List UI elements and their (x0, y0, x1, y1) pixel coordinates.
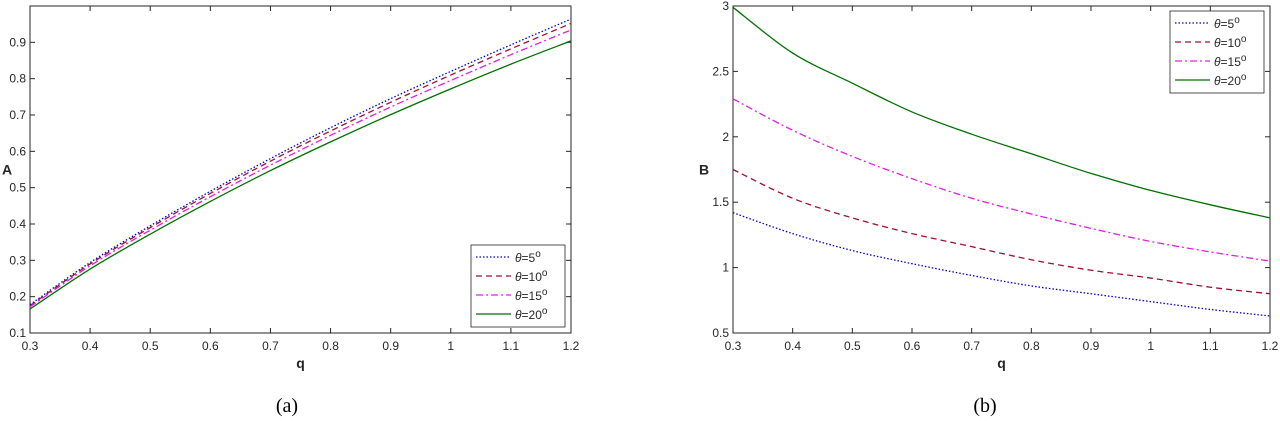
legend: θ=5o θ=10o θ=15o θ=20o (1169, 10, 1265, 94)
x-axis-label: q (296, 355, 305, 371)
y-tick-label: 0.5 (712, 326, 729, 340)
y-tick-label: 1.5 (712, 195, 729, 209)
y-tick-label: 0.9 (9, 35, 26, 49)
y-tick-label: 0.3 (9, 253, 26, 267)
legend-label: θ=5o (515, 249, 541, 265)
legend: θ=5o θ=10o θ=15o θ=20o (470, 244, 566, 328)
chart-panel-b: 0.3 0.4 0.5 0.6 0.7 0.8 0.9 1 1.1 1.2 0.5 1 1.5 2 2.5 3… (699, 0, 1279, 417)
x-tick-label: 1.1 (503, 339, 520, 353)
x-tick-label: 0.3 (22, 339, 39, 353)
series-line-1 (732, 212, 1271, 317)
y-tick-label: 0.2 (9, 290, 26, 304)
y-tick-label: 0.6 (9, 144, 26, 158)
series-line-2 (29, 22, 572, 307)
x-tick-label: 1.2 (1262, 339, 1279, 353)
legend-label: θ=10o (1214, 34, 1247, 50)
x-tick-label: 0.6 (904, 339, 921, 353)
y-tick-label: 0.1 (9, 326, 26, 340)
series-line-4 (29, 40, 572, 310)
series-line-1 (29, 18, 572, 306)
x-tick-label: 0.4 (82, 339, 99, 353)
x-tick-label: 0.6 (202, 339, 219, 353)
series-line-4 (732, 6, 1271, 219)
series-line-3 (29, 29, 572, 308)
y-tick-label: 0.5 (9, 181, 26, 195)
legend-label: θ=15o (515, 287, 548, 303)
x-tick-label: 0.7 (963, 339, 980, 353)
x-tick-label: 0.3 (725, 339, 742, 353)
x-tick-label: 0.9 (1083, 339, 1100, 353)
legend-label: θ=10o (515, 268, 548, 284)
legend-label: θ=20o (515, 306, 548, 322)
panel-caption: (a) (276, 395, 298, 417)
y-tick-label: 0.7 (9, 108, 26, 122)
x-tick-label: 0.5 (844, 339, 861, 353)
legend-label: θ=15o (1214, 53, 1247, 69)
chart-panel-a: 0.3 0.4 0.5 0.6 0.7 0.8 0.9 1 1.1 1.2 0.1 0.2 0.3 0.4… (2, 5, 580, 417)
legend-box (470, 244, 566, 328)
y-tick-label: 3 (722, 0, 729, 13)
x-tick-label: 1 (1147, 339, 1154, 353)
y-tick-label: 2.5 (712, 64, 729, 78)
y-tick-label: 0.4 (9, 217, 26, 231)
legend-label: θ=5o (1214, 15, 1240, 31)
x-tick-label: 0.4 (784, 339, 801, 353)
x-tick-label: 0.8 (322, 339, 339, 353)
legend-box (1169, 10, 1265, 94)
x-tick-label: 0.9 (382, 339, 399, 353)
x-tick-label: 0.7 (262, 339, 279, 353)
y-tick-label: 1 (722, 261, 729, 275)
series-line-3 (732, 98, 1271, 262)
x-tick-label: 0.8 (1023, 339, 1040, 353)
x-tick-label: 1.2 (563, 339, 580, 353)
series-line-2 (732, 168, 1271, 295)
legend-label: θ=20o (1214, 72, 1247, 88)
x-tick-label: 1.1 (1202, 339, 1219, 353)
y-axis-label: B (699, 162, 709, 178)
y-tick-label: 2 (722, 130, 729, 144)
y-tick-label: 0.8 (9, 72, 26, 86)
panel-caption: (b) (973, 395, 996, 417)
x-tick-label: 0.5 (142, 339, 159, 353)
x-axis-label: q (997, 355, 1006, 371)
x-tick-label: 1 (447, 339, 454, 353)
y-axis-label: A (2, 162, 12, 178)
